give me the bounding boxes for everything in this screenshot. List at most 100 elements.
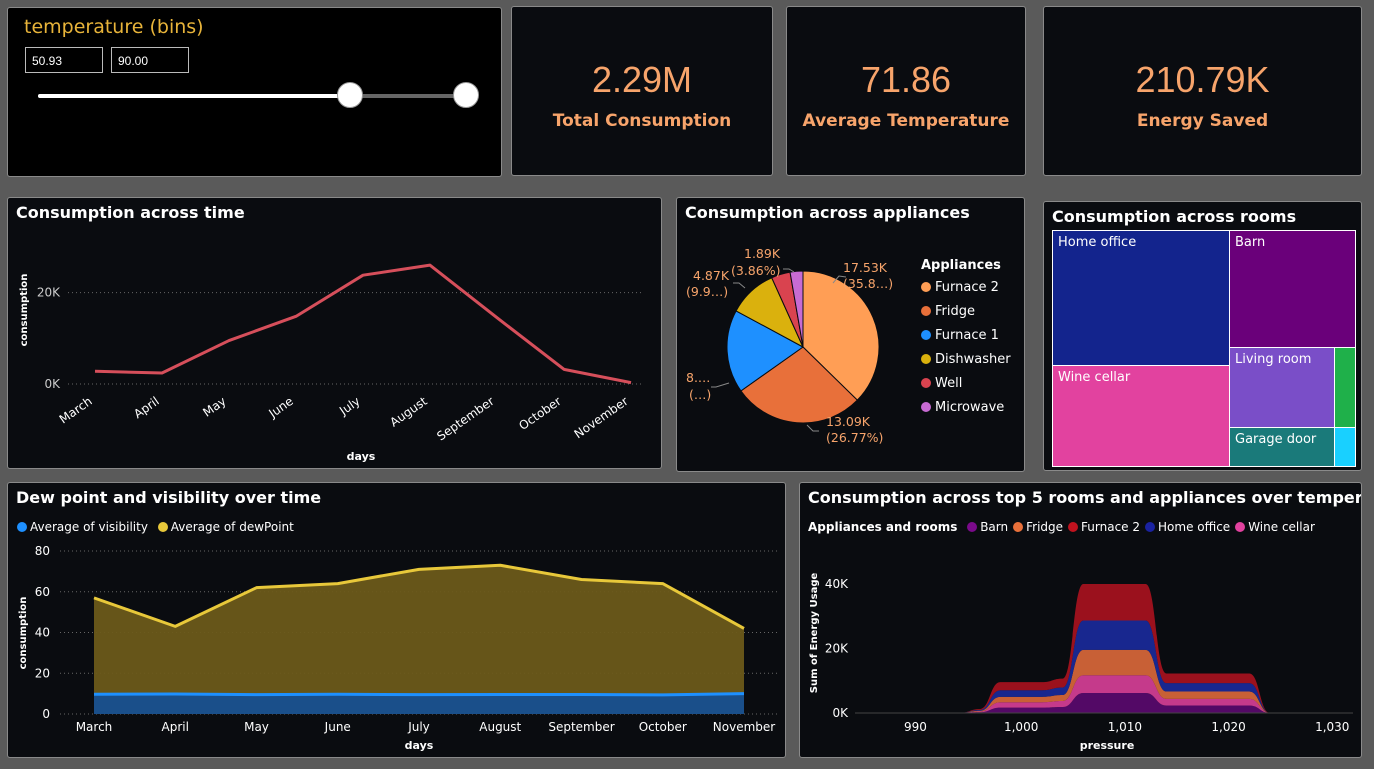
legend-item-fridge[interactable]: Fridge [921, 304, 1011, 319]
stream-card: Consumption across top 5 rooms and appli… [799, 482, 1362, 758]
kpi-card-average-temperature: 71.86 Average Temperature [786, 6, 1026, 176]
legend-dot [1013, 522, 1024, 532]
legend-dot [921, 402, 931, 412]
slicer-min-handle[interactable] [337, 82, 364, 108]
pie-slice-fridge[interactable] [740, 346, 859, 424]
tile-label: Garage door [1235, 432, 1317, 447]
pie-label-well-value: 1.89K [744, 246, 781, 261]
slicer-min-input[interactable]: 50.93 [25, 47, 103, 73]
stream-layer-home-office[interactable] [917, 620, 1333, 713]
legend-title: Appliances [921, 258, 1001, 273]
x-tick-label: June [324, 720, 351, 734]
legend-item-dishwasher[interactable]: Dishwasher [921, 352, 1011, 367]
kpi-label: Average Temperature [802, 111, 1010, 131]
pie-slice-furnace-2[interactable] [802, 270, 880, 401]
x-tick-label: March [76, 720, 113, 734]
treemap-tile-living-room[interactable]: Living room [1229, 347, 1335, 428]
legend-dot [1235, 522, 1246, 532]
legend-label: Average of visibility [30, 520, 148, 534]
y-axis-label: consumption [18, 597, 29, 670]
x-tick-label: 1,030 [1315, 720, 1349, 734]
card-title: Consumption across time [16, 203, 245, 222]
stream-layer-wine-cellar[interactable] [917, 675, 1333, 713]
legend-label: Well [935, 376, 963, 391]
legend-item-home-office[interactable]: Home office [1145, 520, 1230, 534]
y-tick-label: 20K [37, 286, 61, 300]
consumption-time-chart: 0K 20K March April May June July August Septembe… [19, 263, 643, 463]
legend-label: Dishwasher [935, 352, 1011, 367]
dew-visibility-card: Dew point and visibility over time Avera… [7, 482, 786, 758]
x-tick-label: April [162, 720, 189, 734]
legend-label: Furnace 1 [935, 328, 999, 343]
dewpoint-line [93, 563, 745, 630]
legend-item-well[interactable]: Well [921, 376, 1011, 391]
legend-dot [921, 306, 931, 316]
rooms-card: Consumption across rooms Home office Bar… [1043, 201, 1362, 471]
y-tick-label: 0 [42, 707, 50, 721]
stream-layer-furnace-2[interactable] [917, 584, 1333, 713]
slicer-track-fill [38, 94, 351, 98]
dew-legend: Average of visibility Average of dewPoin… [17, 520, 300, 534]
legend-item-dewpoint[interactable]: Average of dewPoint [157, 520, 294, 534]
kpi-label: Total Consumption [552, 111, 732, 131]
legend-item-furnace-2[interactable]: Furnace 2 [1068, 520, 1140, 534]
legend-dot [17, 522, 27, 532]
visibility-area [94, 693, 744, 714]
pie-slice-microwave[interactable] [789, 270, 804, 348]
legend-dot [921, 354, 931, 364]
x-tick-label: September [548, 720, 614, 734]
treemap-tile-small-cyan[interactable] [1334, 427, 1356, 467]
legend-label: Wine cellar [1248, 520, 1315, 534]
treemap-tile-home-office[interactable]: Home office [1052, 230, 1230, 366]
consumption-time-card: Consumption across time 0K 20K March April M… [7, 197, 662, 469]
x-tick-label: October [516, 394, 563, 433]
treemap-tile-barn[interactable]: Barn [1229, 230, 1356, 348]
consumption-line [94, 263, 632, 385]
legend-label: Furnace 2 [1081, 520, 1141, 534]
kpi-card-total-consumption: 2.29M Total Consumption [511, 6, 773, 176]
x-tick-label: July [407, 720, 430, 734]
legend-item-fridge[interactable]: Fridge [1013, 520, 1063, 534]
x-tick-label: 990 [904, 720, 927, 734]
pie-label-furnace1-value: 8.… [686, 370, 710, 385]
y-tick-label: 40 [35, 626, 50, 640]
y-tick-label: 80 [35, 544, 50, 558]
kpi-card-energy-saved: 210.79K Energy Saved [1043, 6, 1362, 176]
appliances-card: Consumption across appliances 17.53K (35… [676, 197, 1025, 472]
appliances-legend: Appliances Furnace 2 Fridge Furnace 1 Dishw… [921, 258, 1011, 424]
legend-label: Average of dewPoint [170, 520, 294, 534]
x-tick-label: August [479, 720, 521, 734]
treemap-tile-garage-door[interactable]: Garage door [1229, 427, 1335, 467]
legend-label: Fridge [935, 304, 975, 319]
treemap-tile-wine-cellar[interactable]: Wine cellar [1052, 365, 1230, 467]
stream-layer-fridge[interactable] [917, 649, 1333, 713]
tile-label: Barn [1235, 235, 1266, 250]
pie-slice-furnace-1[interactable] [726, 310, 804, 392]
y-axis-label: consumption [19, 274, 30, 347]
legend-item-furnace-1[interactable]: Furnace 1 [921, 328, 1011, 343]
slicer-max-input[interactable]: 90.00 [111, 47, 189, 73]
dewpoint-area [94, 565, 744, 714]
x-tick-label: September [434, 394, 496, 444]
legend-item-visibility[interactable]: Average of visibility [17, 520, 148, 534]
leader-line [783, 268, 795, 273]
legend-dot [921, 282, 931, 292]
x-tick-label: 1,000 [1004, 720, 1038, 734]
leader-line [711, 382, 730, 388]
slicer-max-handle[interactable] [453, 82, 479, 108]
pie-label-fridge-pct: (26.77%) [826, 430, 883, 445]
kpi-value: 210.79K [1135, 59, 1270, 100]
pie-label-well-pct: (3.86%) [731, 263, 780, 278]
legend-label: Home office [1158, 520, 1231, 534]
kpi-value: 2.29M [591, 59, 693, 100]
slicer-title: temperature (bins) [24, 16, 204, 38]
treemap-tile-small-green[interactable] [1334, 347, 1356, 428]
pie-label-dishwasher-value: 4.87K [693, 268, 730, 283]
leader-line [733, 282, 746, 289]
legend-item-microwave[interactable]: Microwave [921, 400, 1011, 415]
stream-layer-barn[interactable] [917, 692, 1333, 713]
legend-item-wine-cellar[interactable]: Wine cellar [1235, 520, 1315, 534]
legend-item-furnace-2[interactable]: Furnace 2 [921, 280, 1011, 295]
dew-visibility-chart: 0 20 40 60 80 March April May June July August Sept… [18, 544, 778, 752]
legend-item-barn[interactable]: Barn [967, 520, 1008, 534]
